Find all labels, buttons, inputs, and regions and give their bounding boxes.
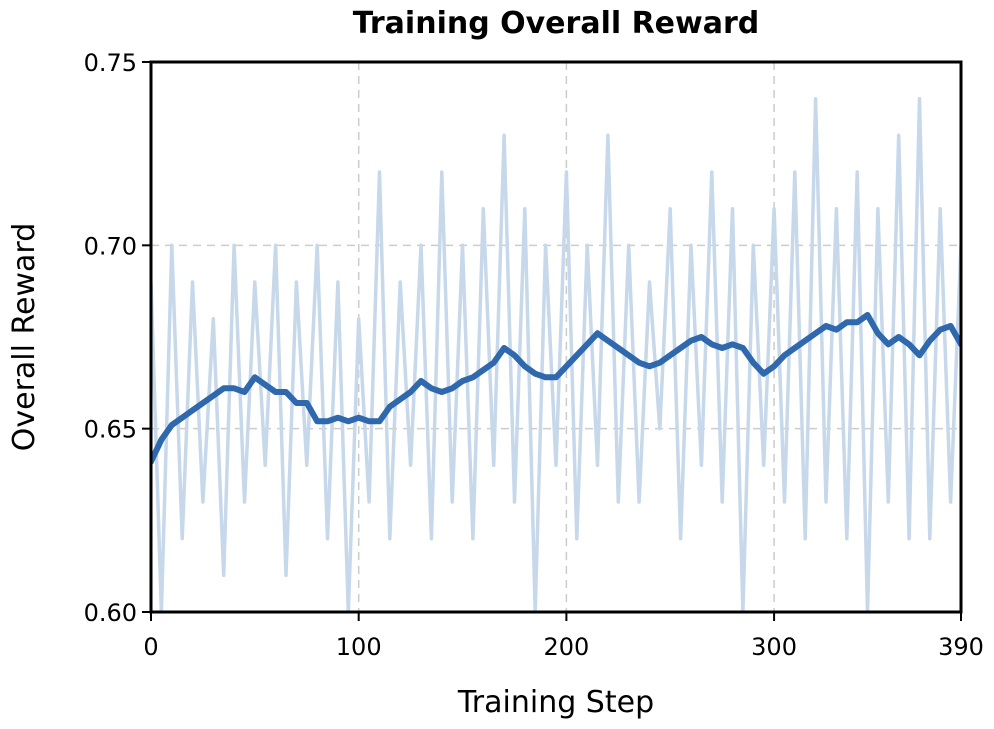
grid-layer	[151, 62, 961, 612]
x-tick-label: 100	[336, 633, 382, 661]
raw-series-layer	[151, 96, 961, 612]
chart-title: Training Overall Reward	[353, 6, 760, 41]
raw-reward-line	[151, 96, 961, 612]
x-tick-label: 200	[543, 633, 589, 661]
y-axis-label: Overall Reward	[7, 223, 42, 451]
y-tick-label: 0.65	[84, 416, 137, 444]
x-axis-ticks: 0 100 200 300 390	[143, 612, 984, 661]
y-axis-ticks: 0.60 0.65 0.70 0.75	[84, 49, 151, 627]
x-tick-label: 300	[751, 633, 797, 661]
y-tick-label: 0.70	[84, 232, 137, 260]
x-tick-label: 390	[938, 633, 984, 661]
y-tick-label: 0.60	[84, 599, 137, 627]
smoothed-series-layer	[151, 312, 961, 465]
x-tick-label: 0	[143, 633, 158, 661]
y-tick-label: 0.75	[84, 49, 137, 77]
smoothed-reward-line	[151, 312, 961, 465]
x-axis-label: Training Step	[457, 685, 654, 720]
plot-frame	[149, 60, 963, 614]
